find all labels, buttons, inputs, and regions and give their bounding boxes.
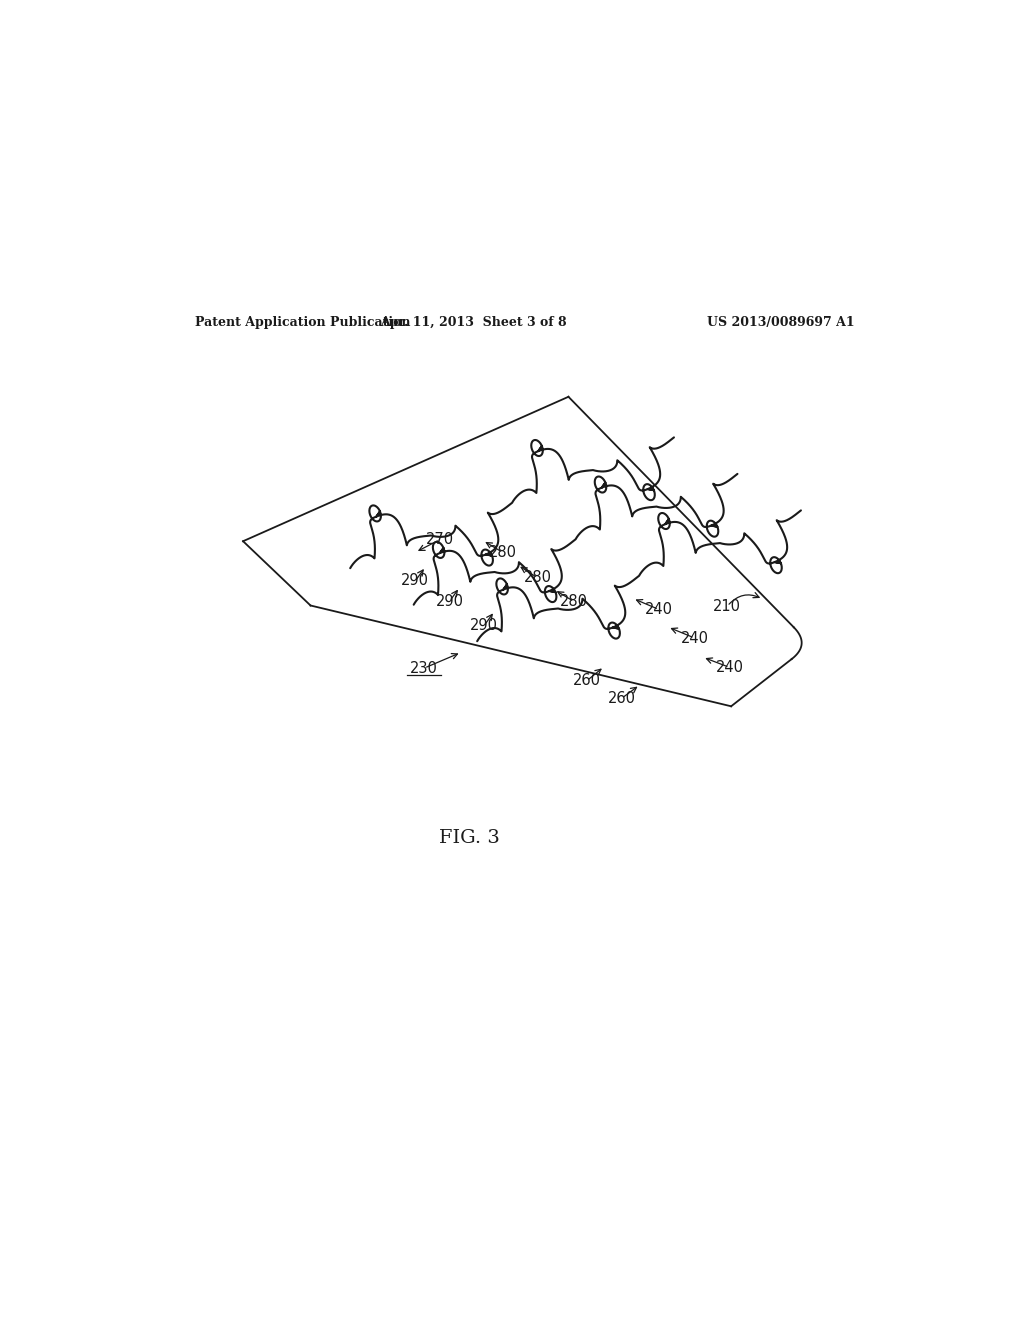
Text: 230: 230 — [410, 661, 438, 676]
Text: 260: 260 — [607, 690, 636, 706]
Text: 280: 280 — [488, 545, 516, 560]
Text: FIG. 3: FIG. 3 — [439, 829, 500, 847]
Text: 210: 210 — [713, 599, 741, 614]
Text: 240: 240 — [681, 631, 709, 645]
Text: 280: 280 — [560, 594, 588, 609]
Text: Patent Application Publication: Patent Application Publication — [196, 315, 411, 329]
Text: 240: 240 — [645, 602, 673, 616]
Text: 290: 290 — [401, 573, 429, 589]
Text: 260: 260 — [572, 673, 601, 689]
Text: 290: 290 — [470, 618, 499, 632]
Text: 280: 280 — [523, 570, 552, 585]
Text: 240: 240 — [716, 660, 743, 675]
Text: 270: 270 — [426, 532, 454, 546]
Text: Apr. 11, 2013  Sheet 3 of 8: Apr. 11, 2013 Sheet 3 of 8 — [380, 315, 566, 329]
Text: US 2013/0089697 A1: US 2013/0089697 A1 — [707, 315, 854, 329]
Text: 290: 290 — [435, 594, 464, 609]
